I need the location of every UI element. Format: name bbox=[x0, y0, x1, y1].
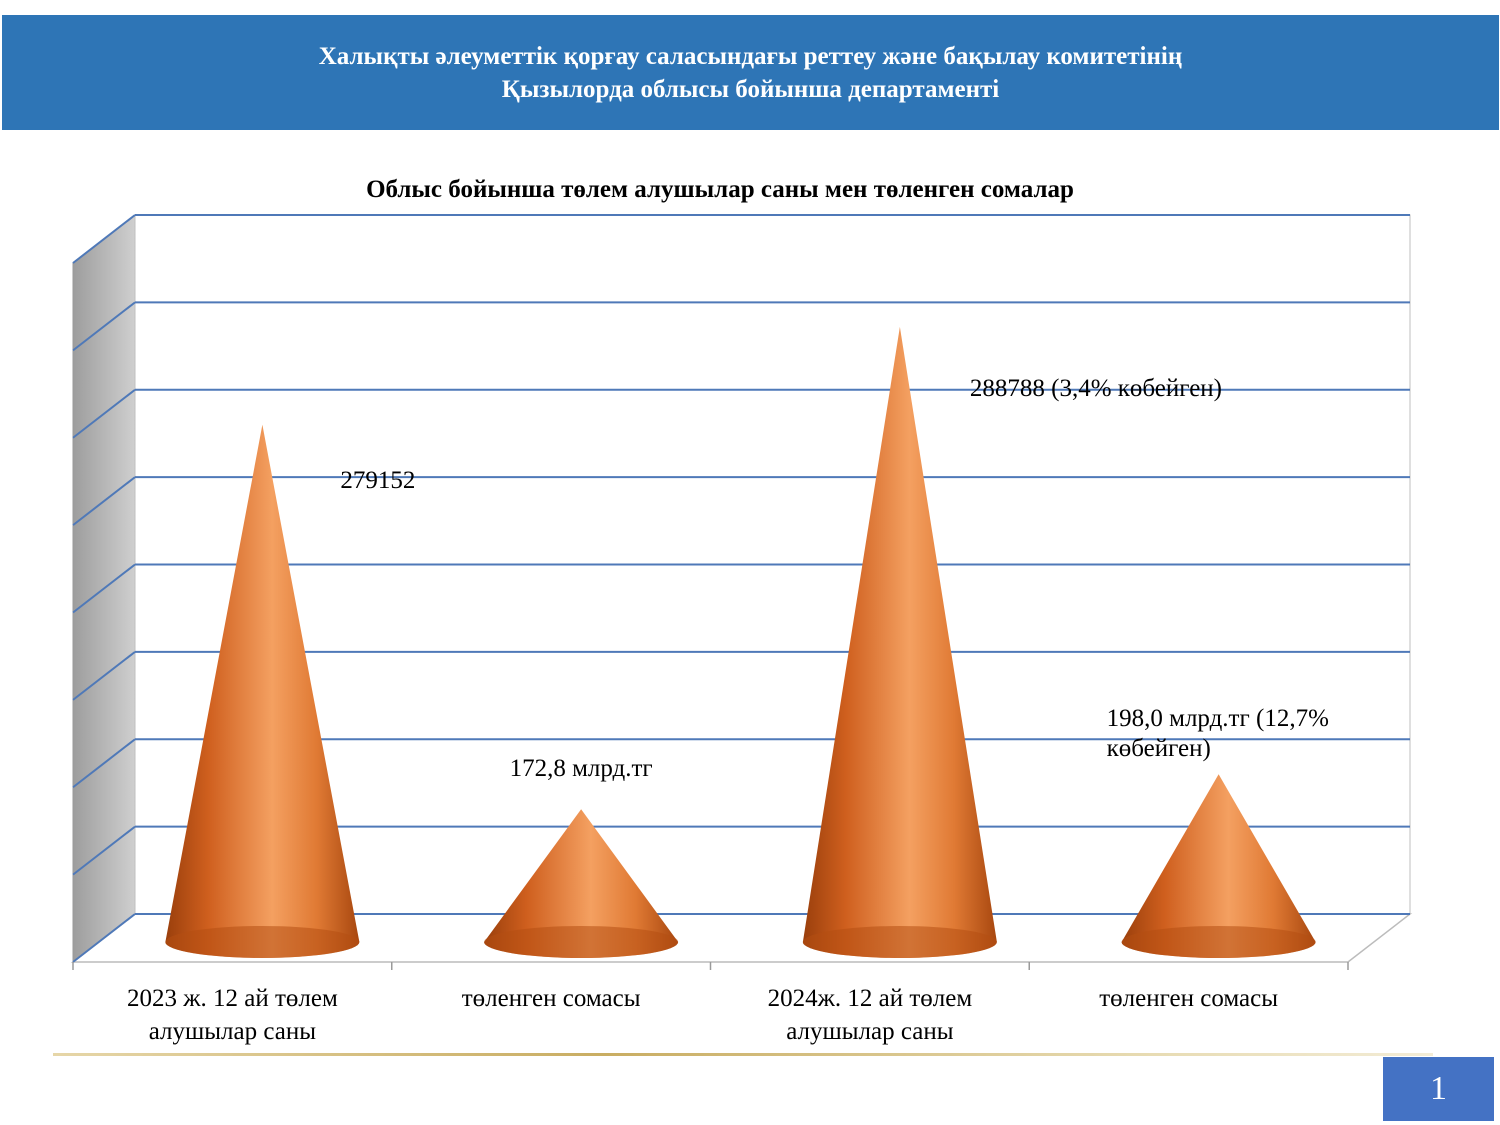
page-number: 1 bbox=[1383, 1057, 1494, 1121]
cone-bar bbox=[802, 326, 997, 958]
gridline-side bbox=[72, 476, 136, 526]
gridline-side bbox=[72, 214, 136, 264]
cone-bar bbox=[484, 809, 679, 958]
gridline-side bbox=[72, 301, 136, 352]
gridline-side bbox=[72, 651, 136, 701]
cone-bar bbox=[165, 424, 360, 958]
gridline-side bbox=[72, 913, 136, 963]
category-label: төленген сомасы bbox=[462, 985, 641, 1012]
gridline-side bbox=[72, 825, 136, 876]
cone-base bbox=[484, 926, 679, 958]
gridline-side bbox=[72, 388, 136, 439]
category-label: 2024ж. 12 ай төлем алушылар саны bbox=[768, 985, 973, 1045]
gridline-side bbox=[72, 738, 136, 789]
data-label: 288788 (3,4% көбейген) bbox=[970, 375, 1222, 402]
data-label: 172,8 млрд.тг bbox=[510, 755, 653, 782]
header-banner: Халықты әлеуметтік қорғау саласындағы ре… bbox=[2, 15, 1499, 130]
footer-divider bbox=[53, 1053, 1433, 1056]
chart-title: Облыс бойынша төлем алушылар саны мен тө… bbox=[366, 176, 1074, 203]
cone-base bbox=[1121, 926, 1316, 958]
data-label: 198,0 млрд.тг (12,7% көбейген) bbox=[1107, 705, 1329, 762]
header-line-2: Қызылорда облысы бойынша департаменті bbox=[501, 75, 1000, 103]
cone-base bbox=[802, 926, 997, 958]
category-label: төленген сомасы bbox=[1099, 985, 1278, 1012]
gridline-side bbox=[72, 563, 136, 614]
header-line-1: Халықты әлеуметтік қорғау саласындағы ре… bbox=[318, 42, 1183, 70]
data-label: 279152 bbox=[340, 467, 415, 494]
category-label: 2023 ж. 12 ай төлем алушылар саны bbox=[127, 985, 338, 1045]
cone-bar bbox=[1121, 774, 1316, 958]
cone-base bbox=[165, 926, 360, 958]
